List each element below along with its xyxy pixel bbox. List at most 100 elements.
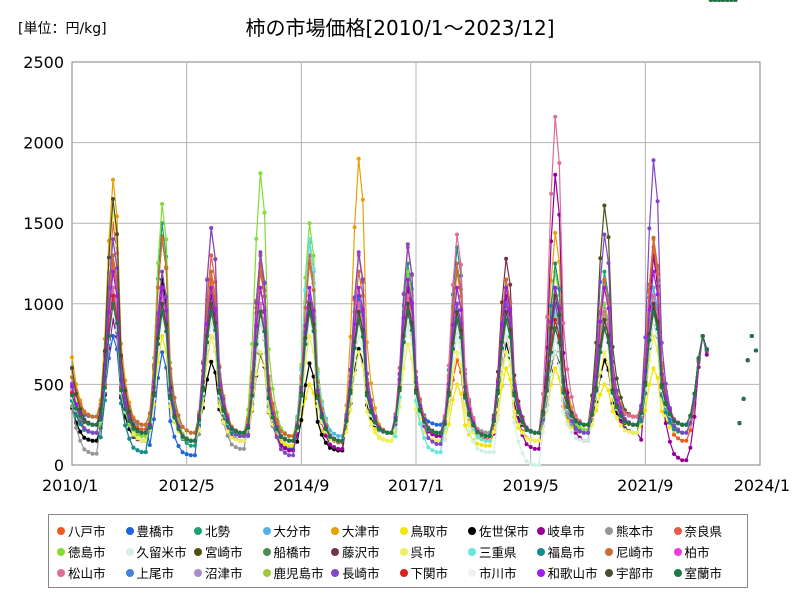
series-point — [192, 453, 197, 458]
series-point — [111, 197, 115, 201]
series-point — [606, 261, 611, 265]
series-point — [536, 446, 541, 451]
series-point — [639, 419, 644, 424]
series-point — [516, 439, 521, 444]
series-point — [536, 463, 541, 467]
series-point — [328, 435, 332, 439]
series-point — [553, 261, 558, 266]
series-point — [254, 372, 259, 377]
series-point — [160, 334, 165, 338]
series-point — [332, 431, 337, 436]
series-point — [205, 377, 210, 382]
series-point — [369, 410, 373, 415]
series-point — [553, 350, 558, 355]
series-point — [139, 438, 144, 443]
series-point — [688, 445, 693, 450]
series-point — [639, 437, 644, 442]
series-point — [258, 285, 263, 290]
series-point — [663, 381, 668, 386]
series-point — [209, 253, 214, 258]
series-point — [111, 334, 115, 338]
series-point — [303, 305, 308, 310]
series-point — [94, 438, 99, 443]
series-point — [78, 422, 83, 427]
series-point — [569, 430, 574, 435]
series-point — [176, 413, 181, 418]
series-point — [356, 285, 361, 290]
series-point — [369, 381, 373, 386]
series-point — [164, 308, 169, 313]
series-point — [164, 266, 169, 271]
series-point — [524, 442, 529, 447]
series-point — [479, 442, 484, 447]
series-point — [483, 430, 488, 435]
series-point — [233, 437, 238, 442]
series-point — [94, 422, 99, 427]
series-point — [127, 419, 132, 424]
series-point — [160, 350, 165, 355]
series-point — [184, 452, 189, 457]
series-point — [606, 235, 611, 240]
series-point — [532, 438, 537, 443]
series-point — [287, 438, 291, 443]
series-layer — [70, 0, 758, 467]
series-point — [467, 422, 472, 427]
series-point — [307, 261, 312, 266]
series-point — [651, 285, 656, 290]
series-point — [405, 293, 410, 298]
series-point — [111, 293, 115, 298]
series-point — [323, 440, 328, 445]
series-point — [422, 436, 427, 440]
series-point — [520, 430, 525, 435]
series-point — [213, 257, 218, 262]
series-point — [209, 334, 214, 338]
series-point — [164, 294, 169, 299]
series-point — [426, 445, 431, 450]
series-point — [495, 417, 500, 422]
series-point — [385, 430, 390, 435]
series-point — [160, 309, 165, 314]
series-point — [90, 430, 95, 435]
series-point — [221, 420, 226, 424]
series-point — [184, 437, 189, 442]
series-point — [450, 372, 455, 377]
series-point — [184, 441, 189, 445]
series-point — [553, 172, 558, 177]
series-point — [287, 453, 291, 458]
series-point — [360, 307, 365, 312]
series-point — [405, 242, 410, 247]
series-point — [553, 230, 558, 235]
series-point — [307, 301, 312, 306]
series-point — [139, 430, 144, 435]
series-point — [405, 301, 410, 306]
series-point — [500, 322, 504, 326]
series-point — [242, 446, 246, 451]
series-point — [475, 434, 480, 439]
series-point — [205, 340, 210, 345]
series-point — [111, 237, 115, 242]
series-point — [651, 366, 656, 371]
series-point — [258, 171, 263, 176]
series-point — [115, 321, 119, 326]
series-point — [86, 450, 91, 454]
series-point — [123, 407, 128, 412]
series-point — [426, 419, 431, 424]
series-point — [352, 346, 357, 351]
series-point — [483, 438, 488, 443]
series-point — [262, 280, 267, 285]
chart-title: 柿の市場価格[2010/1～2023/12] — [245, 16, 555, 40]
series-point — [541, 391, 545, 396]
series-point — [598, 256, 603, 261]
series-point — [319, 432, 324, 437]
series-point — [70, 381, 74, 386]
series-point — [229, 435, 234, 440]
series-point — [401, 340, 406, 345]
series-point — [393, 418, 398, 423]
series-point — [340, 438, 345, 443]
series-point — [283, 442, 287, 447]
series-point — [86, 437, 91, 442]
series-point — [225, 433, 230, 438]
series-point — [373, 420, 377, 425]
series-point — [479, 448, 484, 453]
series-point — [487, 450, 492, 455]
